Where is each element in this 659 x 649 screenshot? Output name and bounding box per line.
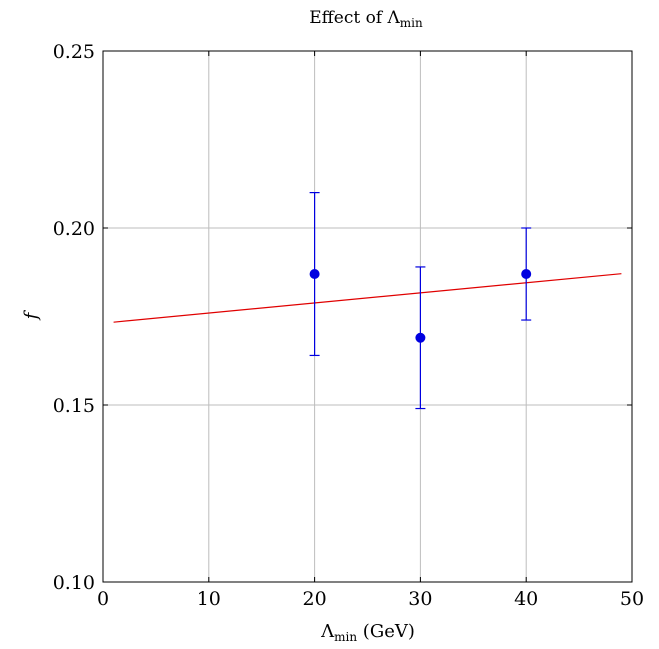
x-tick-label: 40 — [514, 588, 538, 610]
tick-labels: 0 10 20 30 40 50 0.10 0.15 0.20 0.25 — [53, 41, 644, 610]
data-point — [309, 269, 320, 280]
fit-line — [113, 273, 622, 323]
x-tick-label: 50 — [620, 588, 644, 610]
y-tick-label: 0.20 — [53, 218, 95, 240]
x-axis-label-unit: (GeV) — [357, 621, 415, 642]
plot-frame — [102, 50, 633, 583]
y-tick-label: 0.15 — [53, 395, 95, 417]
chart-title: Effect of Λmin — [309, 8, 423, 30]
y-tick-label: 0.10 — [53, 572, 95, 594]
x-axis-label-main: Λ — [320, 621, 335, 642]
x-tick-label: 10 — [197, 588, 221, 610]
y-tick-label: 0.25 — [53, 41, 95, 63]
data-points-layer — [309, 192, 532, 410]
grid — [103, 51, 632, 582]
y-axis-label: f — [21, 309, 42, 321]
data-point — [415, 332, 426, 343]
x-axis-label: Λmin (GeV) — [320, 621, 415, 644]
x-tick-label: 20 — [303, 588, 327, 610]
chart-title-main: Effect of Λ — [309, 8, 400, 28]
data-point — [521, 269, 532, 280]
chart-title-subscript: min — [400, 16, 423, 30]
x-axis-label-subscript: min — [334, 630, 357, 644]
fit-line-layer — [113, 273, 622, 323]
x-tick-label: 30 — [408, 588, 432, 610]
x-tick-label: 0 — [97, 588, 109, 610]
plot-area-border — [102, 50, 633, 583]
